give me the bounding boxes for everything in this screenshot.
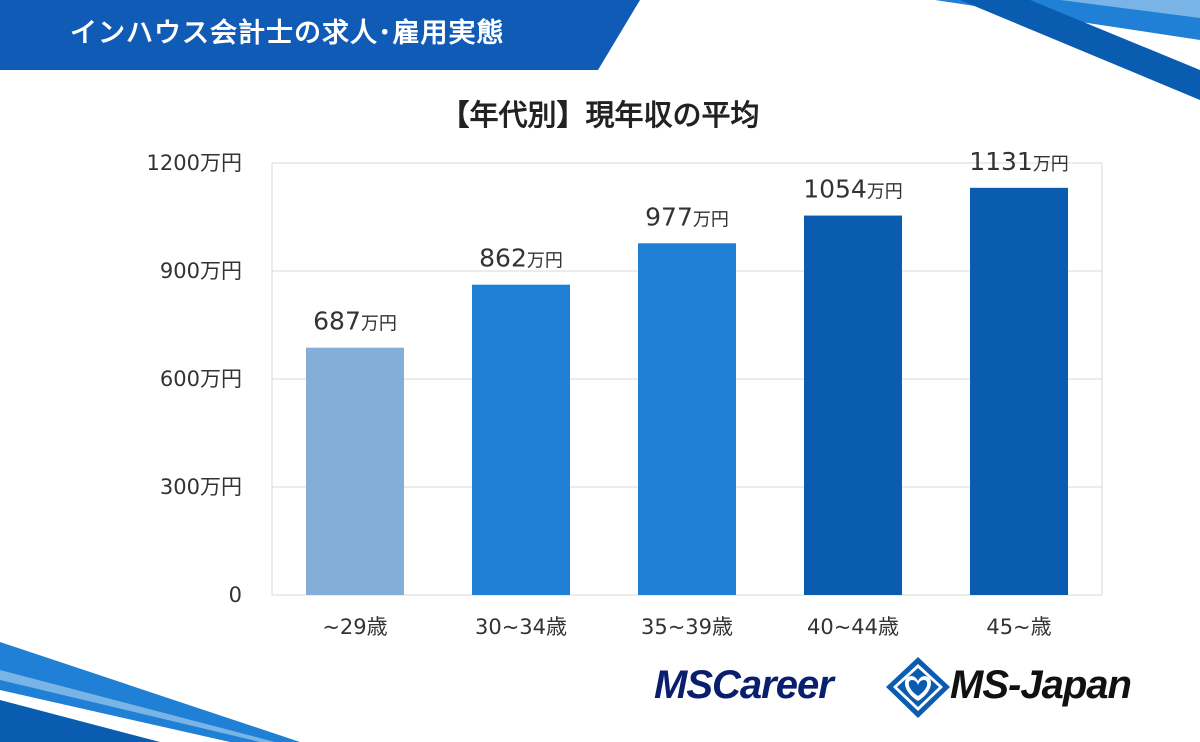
bottom-left-stripe-2 <box>0 700 160 742</box>
ms-heart-diamond-icon <box>886 657 950 718</box>
bar <box>638 243 736 595</box>
y-tick-label: 300万円 <box>160 475 242 499</box>
data-label: 1131万円 <box>969 147 1069 176</box>
chart-title: 【年代別】現年収の平均 <box>440 98 760 132</box>
top-right-stripe-3 <box>1060 0 1200 18</box>
header-banner <box>0 0 640 70</box>
mscareer-logo: MSCareer <box>654 663 834 707</box>
x-tick-label: 30~34歳 <box>475 615 567 639</box>
data-label: 977万円 <box>645 202 729 231</box>
x-tick-label: 40~44歳 <box>807 615 899 639</box>
bar <box>804 215 902 595</box>
x-tick-label: 35~39歳 <box>641 615 733 639</box>
bar <box>970 187 1068 595</box>
ms-japan-logo: MS-Japan <box>950 663 1132 707</box>
data-label: 687万円 <box>313 307 397 336</box>
top-right-stripe-2 <box>960 0 1200 100</box>
x-tick-label: 45~歳 <box>986 615 1051 639</box>
y-tick-label: 0 <box>229 583 242 607</box>
bar <box>306 347 404 595</box>
data-label: 1054万円 <box>803 175 903 204</box>
y-tick-label: 1200万円 <box>147 151 242 175</box>
y-tick-label: 900万円 <box>160 259 242 283</box>
page-title: インハウス会計士の求人･雇用実態 <box>70 18 505 49</box>
x-tick-label: ~29歳 <box>322 615 387 639</box>
data-label: 862万円 <box>479 244 563 273</box>
y-tick-label: 600万円 <box>160 367 242 391</box>
bottom-left-stripe-1 <box>0 642 300 742</box>
footer-logos: MSCareer MS-Japan <box>652 655 1162 720</box>
bar <box>472 284 570 595</box>
bottom-left-stripe-3 <box>0 670 275 742</box>
